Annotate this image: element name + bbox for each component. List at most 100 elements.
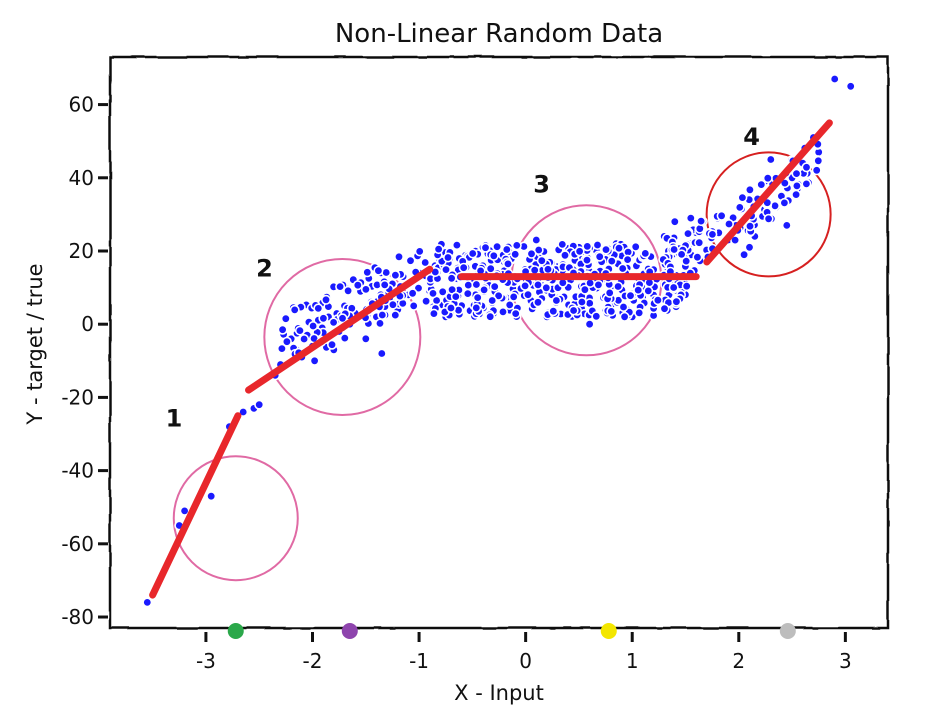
data-point [308, 320, 319, 331]
data-point [362, 267, 373, 278]
y-tick-label: -80 [61, 605, 94, 629]
data-point [594, 251, 605, 262]
segment-label-4: 4 [743, 123, 760, 151]
data-point [276, 343, 287, 354]
data-point [374, 318, 385, 329]
y-tick-label: -20 [61, 385, 94, 409]
data-point [669, 216, 680, 227]
data-point [440, 264, 451, 275]
data-point [467, 248, 478, 259]
axis-marker-3 [600, 623, 617, 639]
data-point [716, 210, 727, 221]
data-point [352, 280, 363, 291]
data-point [541, 282, 552, 293]
data-point [730, 235, 741, 246]
data-point [360, 333, 371, 344]
data-point [488, 250, 499, 261]
data-point [682, 228, 693, 239]
data-point [492, 241, 503, 252]
data-point [557, 239, 568, 250]
data-point [414, 246, 425, 257]
data-point [471, 302, 482, 313]
fit-segment-2 [245, 265, 434, 394]
data-point [318, 313, 329, 324]
data-point [630, 241, 641, 252]
data-point [606, 306, 617, 317]
data-point [339, 333, 350, 344]
axis-marker-4 [779, 623, 796, 639]
data-point [277, 324, 288, 335]
data-point [313, 303, 324, 314]
data-point [493, 290, 504, 301]
fit-segment-4 [703, 119, 833, 266]
data-point [593, 279, 604, 290]
x-tick-label: 0 [519, 649, 532, 673]
data-point [763, 213, 774, 224]
data-point [811, 165, 822, 176]
data-point [765, 154, 776, 165]
data-point [694, 237, 705, 248]
x-axis-label: X - Input [454, 681, 544, 705]
data-point [592, 240, 603, 251]
data-point [536, 255, 547, 266]
x-axis-ticks: -3 -2 -1 0 1 2 3 [196, 632, 852, 673]
data-point [510, 308, 521, 319]
data-point [791, 180, 802, 191]
data-point [335, 281, 346, 292]
data-point [576, 296, 587, 307]
data-point [442, 252, 453, 263]
axis-marker-1 [227, 623, 244, 639]
axis-marker-2 [341, 623, 358, 639]
data-point [479, 284, 490, 295]
data-point [542, 264, 553, 275]
data-point [617, 263, 628, 274]
x-tick-label: -3 [196, 649, 216, 673]
x-tick-label: 2 [732, 649, 745, 673]
data-point [343, 285, 354, 296]
data-point [625, 290, 636, 301]
data-point [420, 257, 431, 268]
data-point [390, 270, 401, 281]
fit-segment-1 [149, 412, 242, 599]
data-point [280, 313, 291, 324]
data-point [408, 300, 419, 311]
data-point [581, 255, 592, 266]
highlight-circle-4 [705, 151, 832, 278]
y-tick-label: 20 [69, 239, 94, 263]
data-point [574, 246, 585, 257]
data-point [734, 202, 745, 213]
x-tick-label: 1 [626, 649, 639, 673]
data-point [281, 336, 292, 347]
data-point [522, 289, 533, 300]
y-tick-label: -40 [61, 459, 94, 483]
y-tick-label: 60 [69, 93, 94, 117]
data-point [618, 301, 629, 312]
data-point [791, 189, 802, 200]
data-point [676, 249, 687, 260]
highlight-circle-1 [172, 455, 299, 582]
data-point [791, 168, 802, 179]
plot-border [108, 55, 890, 630]
data-point [619, 311, 630, 322]
segment-label-2: 2 [256, 255, 273, 283]
data-point [326, 339, 337, 350]
data-point [502, 258, 513, 269]
plot-frame [108, 55, 890, 630]
data-point [829, 74, 840, 85]
data-point [390, 310, 401, 321]
data-point [437, 286, 448, 297]
data-point [531, 235, 542, 246]
data-point [668, 282, 679, 293]
data-point [458, 262, 469, 273]
data-point [532, 279, 543, 290]
data-point [320, 294, 331, 305]
data-point [744, 221, 755, 232]
data-point [762, 173, 773, 184]
data-point [510, 249, 521, 260]
data-point [681, 281, 692, 292]
data-point [501, 244, 512, 255]
data-point [289, 304, 300, 315]
data-point [206, 491, 217, 502]
data-point [471, 279, 482, 290]
data-point [376, 348, 387, 359]
